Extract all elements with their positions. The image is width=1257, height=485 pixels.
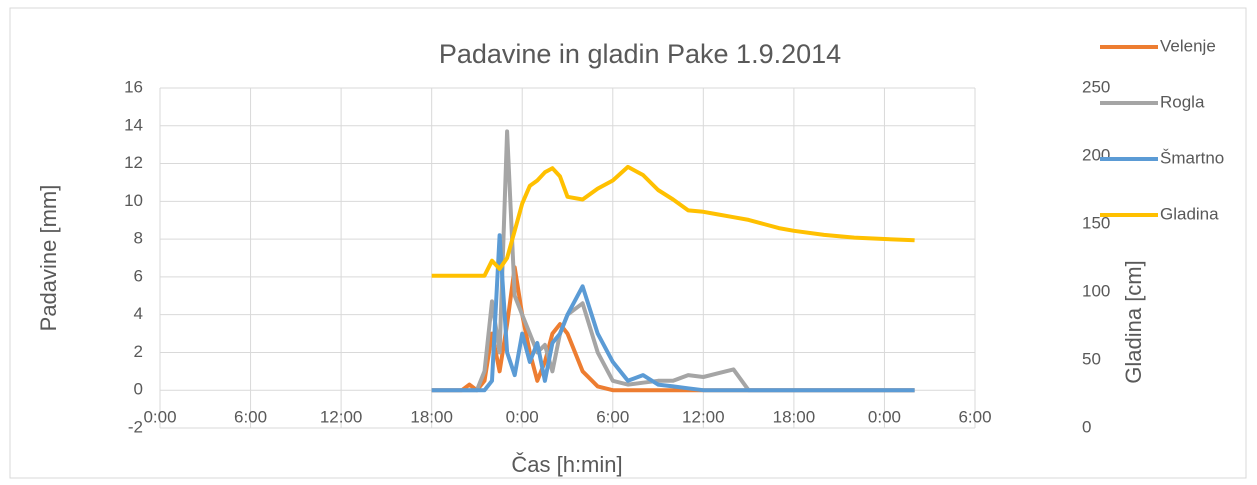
chart-title: Padavine in gladin Pake 1.9.2014 [439,39,841,69]
y-tick-label: 10 [124,191,143,210]
x-tick-label: 0:00 [868,407,901,426]
x-tick-label: 18:00 [410,407,453,426]
x-axis-title: Čas [h:min] [511,452,622,477]
x-tick-label: 0:00 [506,407,539,426]
y2-tick-label: 0 [1082,417,1091,436]
y-tick-label: 2 [134,342,143,361]
series-line [431,164,915,278]
legend-label: Rogla [1160,92,1205,111]
y2-tick-label: 150 [1082,213,1110,232]
legend-label: Gladina [1160,204,1219,223]
y2-tick-label: 100 [1082,281,1110,300]
y-tick-label: 16 [124,77,143,96]
y2-tick-label: 50 [1082,349,1101,368]
legend-label: Šmartno [1160,148,1224,167]
x-tick-label: 0:00 [143,407,176,426]
y2-tick-label: 250 [1082,77,1110,96]
y-axis-title: Padavine [mm] [36,185,61,332]
x-tick-label: 12:00 [320,407,363,426]
y-tick-label: 14 [124,115,143,134]
x-tick-label: 6:00 [234,407,267,426]
y-tick-label: 8 [134,229,143,248]
y-tick-label: 4 [134,304,143,323]
x-tick-label: 12:00 [682,407,725,426]
chart-frame [9,7,1247,479]
y-tick-label: -2 [128,417,143,436]
y-tick-label: 6 [134,266,143,285]
legend-label: Velenje [1160,36,1216,55]
series-line [431,233,915,393]
y2-tick-label: 200 [1082,145,1110,164]
x-tick-label: 6:00 [596,407,629,426]
y-tick-label: 0 [134,380,143,399]
y2-axis-title: Gladina [cm] [1121,260,1146,384]
x-tick-label: 18:00 [773,407,816,426]
y-tick-label: 12 [124,153,143,172]
x-tick-label: 6:00 [958,407,991,426]
